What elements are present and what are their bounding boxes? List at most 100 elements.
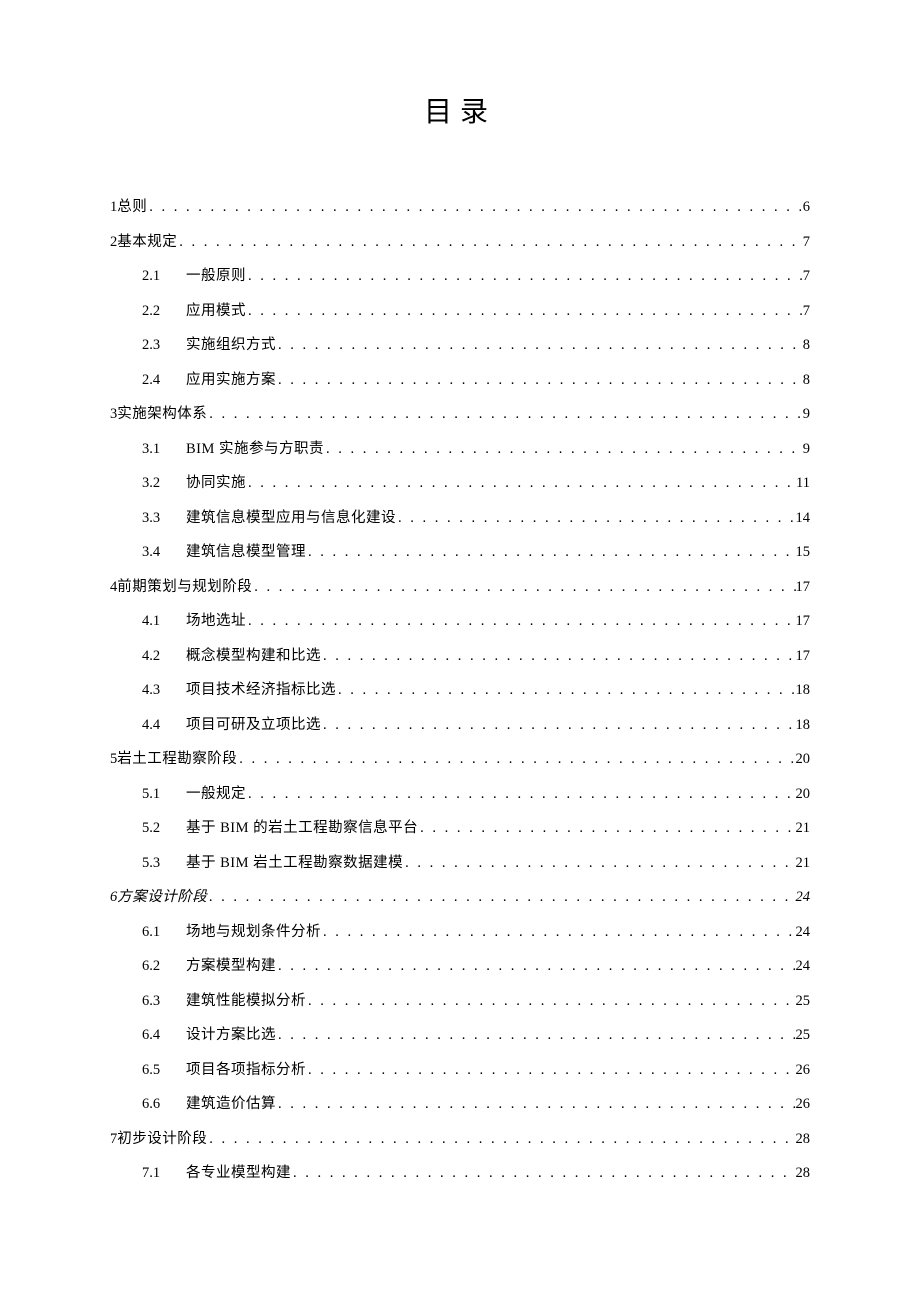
toc-entry: 3 实施架构体系9 bbox=[110, 407, 810, 422]
toc-entry-label: 概念模型构建和比选 bbox=[186, 649, 321, 664]
toc-entry: 5.3基于 BIM 岩土工程勘察数据建模21 bbox=[142, 856, 810, 871]
toc-entry-page: 25 bbox=[796, 1028, 811, 1043]
toc-entry: 2.2应用模式7 bbox=[142, 304, 810, 319]
toc-entry-page: 6 bbox=[803, 200, 810, 215]
toc-leader-dots bbox=[276, 1097, 796, 1112]
toc-entry-page: 17 bbox=[796, 580, 811, 595]
toc-entry-number: 4.1 bbox=[142, 614, 186, 629]
toc-entry: 4.3项目技术经济指标比选18 bbox=[142, 683, 810, 698]
toc-leader-dots bbox=[418, 821, 795, 836]
toc-leader-dots bbox=[306, 994, 796, 1009]
toc-entry-page: 21 bbox=[796, 821, 811, 836]
toc-leader-dots bbox=[207, 1132, 795, 1147]
toc-entry-number: 6.3 bbox=[142, 994, 186, 1009]
toc-leader-dots bbox=[237, 752, 795, 767]
toc-entry-page: 8 bbox=[803, 373, 810, 388]
toc-entry-page: 18 bbox=[796, 718, 811, 733]
toc-entry-number: 2.4 bbox=[142, 373, 186, 388]
toc-entry-label: 项目可研及立项比选 bbox=[186, 718, 321, 733]
toc-leader-dots bbox=[291, 1166, 796, 1181]
toc-entry: 6.6建筑造价估算 26 bbox=[142, 1097, 810, 1112]
toc-entry: 2.4应用实施方案 8 bbox=[142, 373, 810, 388]
toc-entry-page: 9 bbox=[803, 407, 810, 422]
toc-entry-label: 协同实施 bbox=[186, 476, 246, 491]
toc-entry-number: 6.5 bbox=[142, 1063, 186, 1078]
toc-entry-number: 6.2 bbox=[142, 959, 186, 974]
toc-entry: 7.1各专业模型构建28 bbox=[142, 1166, 810, 1181]
toc-entry-number: 4.2 bbox=[142, 649, 186, 664]
toc-leader-dots bbox=[396, 511, 796, 526]
toc-leader-dots bbox=[321, 718, 796, 733]
toc-entry-label: 初步设计阶段 bbox=[117, 1132, 207, 1147]
toc-entry-number: 3.2 bbox=[142, 476, 186, 491]
toc-entry: 4.4项目可研及立项比选18 bbox=[142, 718, 810, 733]
toc-entry-label: 总则 bbox=[117, 200, 147, 215]
toc-entry-label: 前期策划与规划阶段 bbox=[117, 580, 252, 595]
toc-entry-page: 17 bbox=[796, 649, 811, 664]
toc-entry-page: 17 bbox=[796, 614, 811, 629]
toc-entry-number: 7 bbox=[110, 1132, 117, 1147]
toc-entry-number: 4 bbox=[110, 580, 117, 595]
toc-leader-dots bbox=[246, 304, 803, 319]
toc-entry-page: 21 bbox=[796, 856, 811, 871]
toc-entry-page: 14 bbox=[796, 511, 811, 526]
toc-entry-page: 18 bbox=[796, 683, 811, 698]
toc-entry-number: 2.1 bbox=[142, 269, 186, 284]
toc-entry: 6.3建筑性能模拟分析25 bbox=[142, 994, 810, 1009]
toc-entry-label: 场地与规划条件分析 bbox=[186, 925, 321, 940]
toc-entry: 6.5项目各项指标分析26 bbox=[142, 1063, 810, 1078]
toc-leader-dots bbox=[403, 856, 795, 871]
toc-entry-label: 设计方案比选 bbox=[186, 1028, 276, 1043]
toc-entry: 4 前期策划与规划阶段 17 bbox=[110, 580, 810, 595]
toc-entry-page: 28 bbox=[796, 1132, 811, 1147]
toc-entry-page: 7 bbox=[803, 269, 810, 284]
toc-entry-page: 26 bbox=[796, 1063, 811, 1078]
toc-entry-page: 24 bbox=[796, 890, 811, 905]
toc-entry-number: 6.1 bbox=[142, 925, 186, 940]
toc-entry-number: 4.3 bbox=[142, 683, 186, 698]
toc-entry: 2.1一般原则7 bbox=[142, 269, 810, 284]
toc-container: 1 总则62 基本规定72.1一般原则72.2应用模式72.3实施组织方式82.… bbox=[110, 200, 810, 1181]
toc-leader-dots bbox=[246, 269, 803, 284]
toc-entry: 6 方案设计阶段24 bbox=[110, 890, 810, 905]
toc-entry-page: 7 bbox=[803, 235, 810, 250]
toc-entry-page: 24 bbox=[796, 925, 811, 940]
toc-leader-dots bbox=[276, 338, 803, 353]
toc-entry: 3.4建筑信息模型管理15 bbox=[142, 545, 810, 560]
toc-entry-number: 1 bbox=[110, 200, 117, 215]
toc-entry-label: 应用实施方案 bbox=[186, 373, 276, 388]
toc-entry-page: 9 bbox=[803, 442, 810, 457]
toc-entry-page: 11 bbox=[796, 476, 810, 491]
toc-entry-label: 实施组织方式 bbox=[186, 338, 276, 353]
toc-leader-dots bbox=[246, 787, 796, 802]
toc-entry-page: 24 bbox=[796, 959, 811, 974]
toc-entry: 4.1场地选址17 bbox=[142, 614, 810, 629]
toc-entry: 6.4设计方案比选 25 bbox=[142, 1028, 810, 1043]
toc-leader-dots bbox=[276, 373, 803, 388]
toc-leader-dots bbox=[276, 1028, 796, 1043]
toc-entry-page: 15 bbox=[796, 545, 811, 560]
toc-entry-page: 26 bbox=[796, 1097, 811, 1112]
toc-leader-dots bbox=[207, 407, 803, 422]
toc-entry-number: 6.6 bbox=[142, 1097, 186, 1112]
toc-entry-number: 3.1 bbox=[142, 442, 186, 457]
toc-entry-number: 5.3 bbox=[142, 856, 186, 871]
toc-entry: 2.3实施组织方式8 bbox=[142, 338, 810, 353]
toc-leader-dots bbox=[336, 683, 796, 698]
toc-entry-label: 建筑造价估算 bbox=[186, 1097, 276, 1112]
toc-entry-number: 3 bbox=[110, 407, 117, 422]
toc-entry-number: 6.4 bbox=[142, 1028, 186, 1043]
toc-entry: 3.3建筑信息模型应用与信息化建设14 bbox=[142, 511, 810, 526]
toc-entry: 3.2协同实施 11 bbox=[142, 476, 810, 491]
toc-title: 目录 bbox=[110, 90, 810, 130]
toc-entry-page: 7 bbox=[803, 304, 810, 319]
toc-entry-page: 8 bbox=[803, 338, 810, 353]
toc-entry-label: 建筑信息模型应用与信息化建设 bbox=[186, 511, 396, 526]
toc-entry: 3.1BIM 实施参与方职责9 bbox=[142, 442, 810, 457]
toc-entry-number: 6 bbox=[110, 890, 117, 905]
toc-leader-dots bbox=[177, 235, 803, 250]
toc-entry: 5.2基于 BIM 的岩土工程勘察信息平台21 bbox=[142, 821, 810, 836]
toc-leader-dots bbox=[276, 959, 796, 974]
toc-entry-number: 3.4 bbox=[142, 545, 186, 560]
toc-entry: 4.2概念模型构建和比选 17 bbox=[142, 649, 810, 664]
